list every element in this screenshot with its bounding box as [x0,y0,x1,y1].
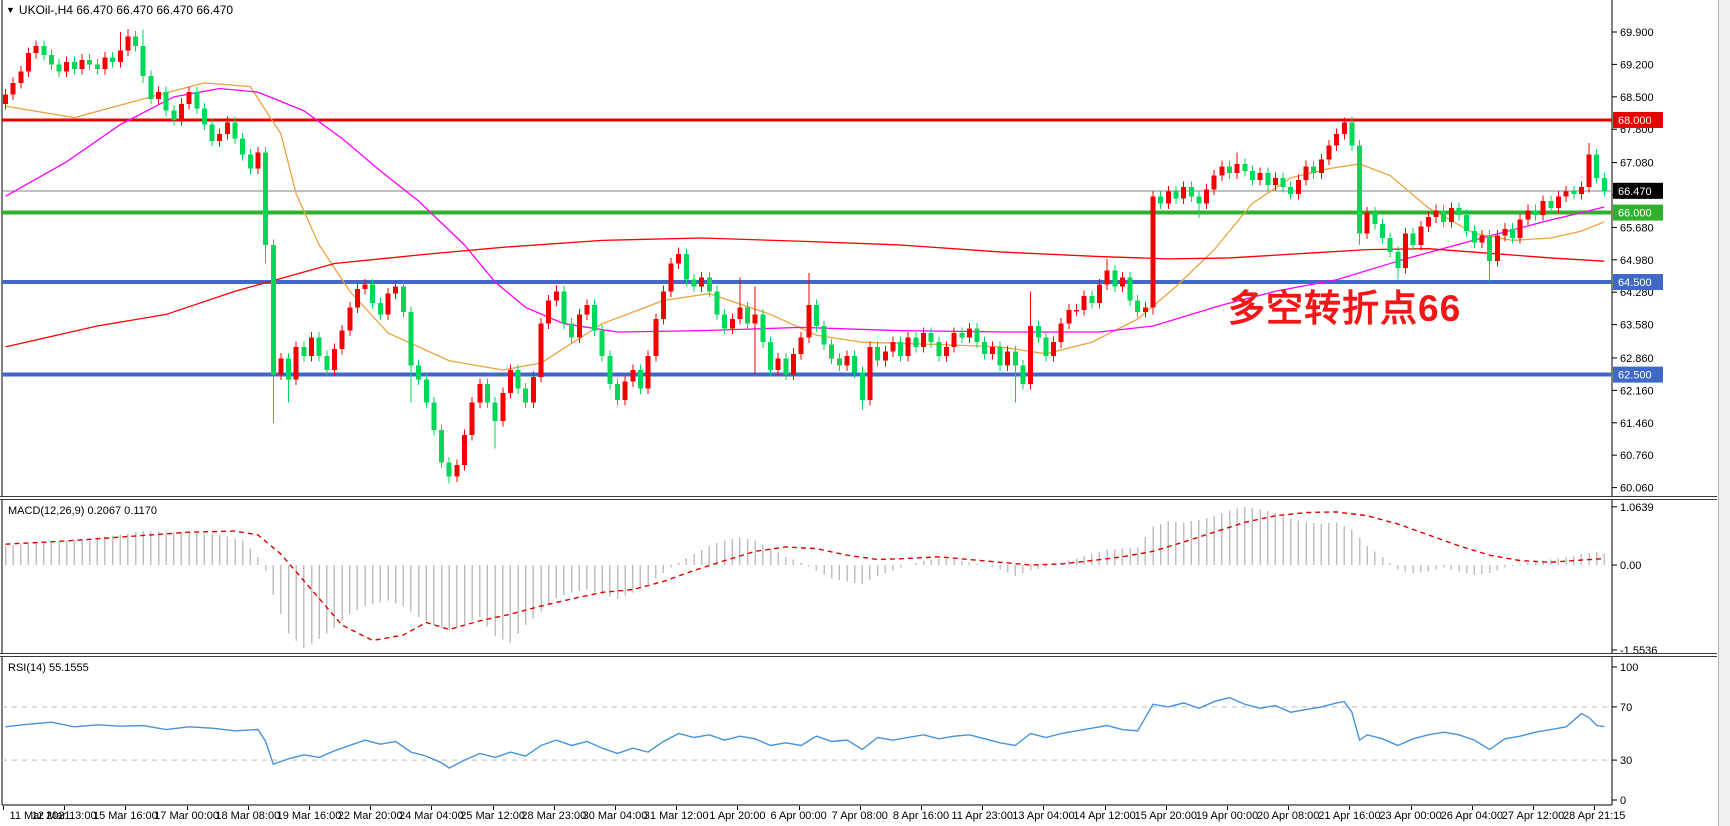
time-axis-label: 6 Apr 00:00 [770,810,827,822]
time-axis-tick [247,806,249,810]
time-axis-label: 23 Apr 00:00 [1379,810,1442,822]
price-chart-canvas[interactable]: 69.90069.20068.50067.80067.08066.38065.6… [0,0,1730,496]
time-axis-tick [1104,806,1106,810]
time-axis-label: 11 Mar 2021 [9,810,71,822]
svg-text:61.460: 61.460 [1620,418,1654,430]
panel-divider [0,656,1717,657]
time-axis-label: 25 Mar 12:00 [460,810,526,822]
time-axis-label: 21 Apr 16:00 [1318,810,1381,822]
svg-text:0: 0 [1620,795,1626,806]
svg-text:66.470: 66.470 [1618,186,1652,198]
svg-text:60.760: 60.760 [1620,450,1654,462]
time-axis-label: 7 Apr 08:00 [831,810,888,822]
time-axis-tick [615,806,616,810]
time-axis-label: 19 Mar 16:00 [276,810,342,822]
svg-text:63.580: 63.580 [1620,320,1654,332]
time-axis-tick [1471,806,1473,810]
window-scrollbar[interactable] [1718,0,1730,826]
time-axis-label: 27 Apr 12:00 [1501,810,1565,822]
svg-text:30: 30 [1620,755,1632,767]
time-axis-label: 12 Mar 13:00 [31,810,97,822]
time-axis-label: 31 Mar 12:00 [643,810,709,822]
svg-text:68.000: 68.000 [1618,115,1652,127]
time-axis-label: 13 Apr 04:00 [1012,810,1075,822]
svg-text:100: 100 [1620,662,1638,674]
svg-text:62.860: 62.860 [1620,353,1654,365]
time-axis-label: 15 Apr 20:00 [1134,810,1197,822]
time-axis-tick [1165,806,1167,810]
time-axis-tick [431,806,433,810]
svg-text:66.000: 66.000 [1618,208,1652,220]
svg-text:64.500: 64.500 [1618,277,1652,289]
time-axis-tick [676,806,678,810]
svg-text:64.980: 64.980 [1620,255,1654,267]
rsi-label: RSI(14) 55.1555 [8,662,89,674]
svg-text:69.900: 69.900 [1620,27,1654,39]
time-axis-tick [553,806,555,810]
time-axis-tick [982,806,984,810]
time-axis-tick [1594,806,1596,810]
symbol-dropdown-icon[interactable]: ▼ [6,5,15,15]
time-axis-tick [64,806,66,810]
svg-text:70: 70 [1620,702,1632,714]
time-axis-tick [798,806,800,810]
svg-text:69.200: 69.200 [1620,59,1654,71]
time-axis-tick [1533,806,1534,810]
time-axis-label: 20 Apr 08:00 [1256,810,1320,822]
time-axis-tick [1288,806,1290,810]
panel-divider[interactable] [0,496,1717,497]
time-axis-tick [492,806,494,810]
time-axis[interactable]: 11 Mar 2021 12 Mar 13:00 15 Mar 16:00 17 Ma… [0,806,1717,826]
macd-indicator-canvas[interactable]: 1.0639 0.00 -1.5536 [0,500,1730,653]
svg-text:1.0639: 1.0639 [1620,502,1654,514]
svg-text:0.00: 0.00 [1620,560,1641,572]
time-axis-label: 22 Mar 20:00 [337,810,403,822]
time-axis-label: 24 Mar 04:00 [398,810,464,822]
time-axis-tick [3,806,4,810]
symbol-quote-text: UKOil-,H4 66.470 66.470 66.470 66.470 [18,3,234,17]
panel-divider[interactable] [0,653,1717,654]
svg-text:65.680: 65.680 [1620,222,1654,234]
time-axis-label: 18 Mar 08:00 [215,810,281,822]
time-axis-label: 17 Mar 00:00 [154,810,220,822]
svg-text:64.280: 64.280 [1620,287,1654,299]
time-axis-label: 11 Apr 23:00 [951,810,1013,822]
time-axis-tick [186,806,188,810]
panel-divider [0,499,1717,500]
time-axis-label: 8 Apr 16:00 [892,810,950,822]
time-axis-tick [1227,806,1228,810]
time-axis-label: 1 Apr 20:00 [709,810,766,822]
time-axis-label: 28 Mar 23:00 [521,810,587,822]
svg-text:60.060: 60.060 [1620,483,1654,495]
annotation-text: 多空转折点66 [1228,288,1462,329]
svg-text:62.500: 62.500 [1618,370,1652,382]
time-axis-label: 14 Apr 12:00 [1073,810,1136,822]
time-axis-tick [859,806,861,810]
time-axis-tick [737,806,739,810]
time-axis-tick [309,806,310,810]
time-axis-label: 19 Apr 00:00 [1195,810,1259,822]
time-axis-tick [1410,806,1412,810]
time-axis-tick [370,806,372,810]
svg-text:67.080: 67.080 [1620,158,1654,170]
svg-text:68.500: 68.500 [1620,92,1654,104]
svg-text:-1.5536: -1.5536 [1620,645,1657,653]
svg-text:62.160: 62.160 [1620,385,1654,397]
time-axis-tick [1043,806,1045,810]
macd-label: MACD(12,26,9) 0.2067 0.1170 [8,505,157,517]
time-axis-label: 26 Apr 04:00 [1440,810,1503,822]
symbol-quote-bar: ▼ UKOil-,H4 66.470 66.470 66.470 66.470 [6,3,233,17]
time-axis-tick [125,806,127,810]
time-axis-label: 30 Mar 04:00 [582,810,648,822]
time-axis-label: 15 Mar 16:00 [92,810,158,822]
time-axis-tick [1349,806,1351,810]
time-axis-label: 28 Apr 21:15 [1562,810,1626,822]
time-axis-tick [921,806,922,810]
rsi-indicator-canvas[interactable]: 100 70 30 0 [0,657,1730,806]
